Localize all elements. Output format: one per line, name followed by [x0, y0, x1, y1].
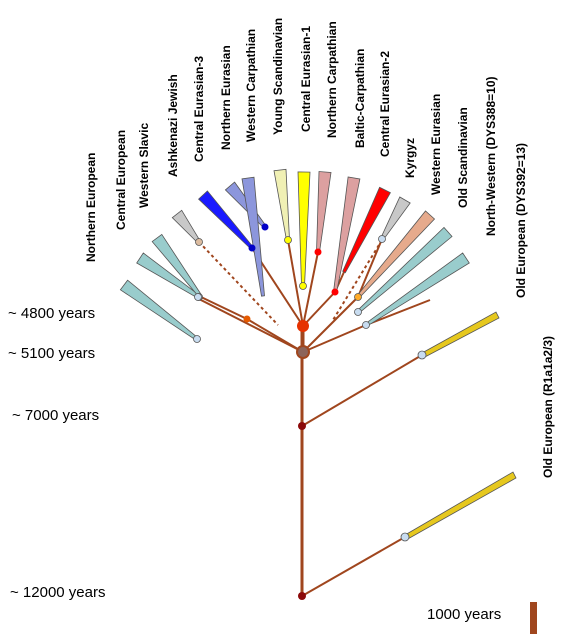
branch-label-10: Baltic-Carpathian — [353, 49, 367, 148]
branch-label-8: Central Eurasian-1 — [299, 26, 313, 132]
node-ashkenazi — [195, 238, 203, 246]
age-label-4800: ~ 4800 years — [8, 305, 95, 322]
node-12000 — [298, 592, 306, 600]
age-label-7000: ~ 7000 years — [12, 407, 99, 424]
branch-label-0: Northern European — [84, 153, 98, 262]
branch-label-4: Central Eurasian-3 — [192, 56, 206, 162]
branch-label-12: Kyrgyz — [403, 138, 417, 178]
branch-tip-11 — [342, 186, 391, 274]
node-western-slavic-tip — [194, 293, 202, 301]
branch-label-13: Western Eurasian — [429, 94, 443, 195]
node-central-eurasian-1 — [299, 282, 307, 290]
branch-line-old-european-r1a1a2 — [301, 536, 406, 597]
branch-label-11: Central Eurasian-2 — [378, 51, 392, 157]
branch-tip-7 — [273, 168, 290, 241]
branch-tip-6 — [241, 176, 265, 297]
branch-label-15: North-Western (DYS388=10) — [484, 77, 498, 237]
node-old-european-r1a1a2 — [400, 532, 410, 542]
scale-bar — [530, 602, 537, 634]
node-young-scandinavian — [284, 236, 292, 244]
node-western-slavic — [243, 315, 251, 323]
node-4800 — [297, 320, 309, 332]
branch-tip-old-european-dys392 — [421, 311, 500, 359]
scale-label: 1000 years — [427, 606, 501, 623]
node-northern-european — [193, 335, 201, 343]
dotted-kyrgyz — [332, 239, 383, 321]
node-north-western — [362, 321, 370, 329]
node-western-eurasian — [354, 293, 362, 301]
node-northern-eurasian — [248, 244, 256, 252]
node-western-carpathian — [261, 223, 269, 231]
branch-label-17: Old European (R1a1a2/3) — [541, 336, 555, 478]
branch-tip-12 — [380, 196, 411, 241]
branch-tip-3 — [171, 209, 201, 244]
branch-tip-old-european-r1a1a2 — [404, 471, 517, 541]
age-label-12000: ~ 12000 years — [10, 584, 106, 601]
node-7000 — [298, 422, 306, 430]
branch-label-1: Central European — [114, 130, 128, 230]
branch-label-9: Northern Carpathian — [325, 21, 339, 138]
node-old-scandinavian — [354, 308, 362, 316]
branch-line-old-european-dys392 — [301, 354, 423, 427]
branch-label-6: Western Carpathian — [244, 29, 258, 142]
node-northern-carpathian — [314, 248, 322, 256]
branch-label-5: Northern Eurasian — [219, 45, 233, 150]
branch-tip-9 — [316, 171, 332, 253]
node-5100 — [296, 345, 310, 359]
branch-label-7: Young Scandinavian — [271, 18, 285, 135]
age-label-5100: ~ 5100 years — [8, 345, 95, 362]
branch-tip-10 — [333, 176, 361, 293]
node-kyrgyz — [378, 235, 386, 243]
branch-label-3: Ashkenazi Jewish — [166, 74, 180, 177]
node-baltic-carpathian — [331, 288, 339, 296]
dotted-ashkenazi — [198, 241, 279, 326]
branch-label-16: Old European (DYS392=13) — [514, 143, 528, 298]
branch-label-2: Western Slavic — [137, 123, 151, 208]
branch-label-14: Old Scandinavian — [456, 107, 470, 208]
branch-tip-8 — [297, 171, 311, 287]
node-old-european-dys392 — [417, 350, 427, 360]
